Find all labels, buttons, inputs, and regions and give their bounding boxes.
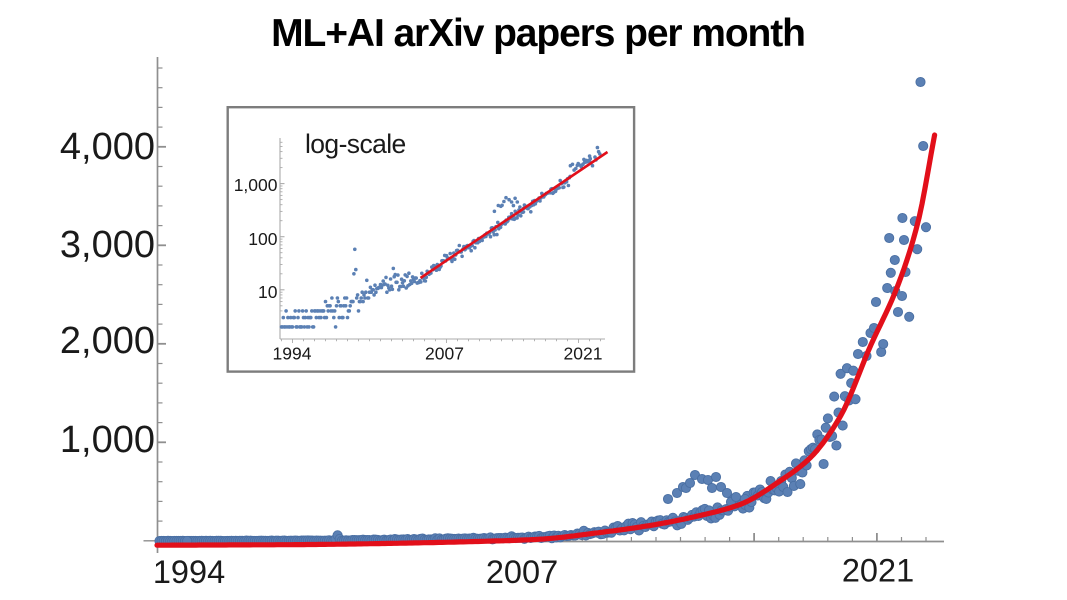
svg-text:ML+AI arXiv papers per month: ML+AI arXiv papers per month <box>271 12 805 55</box>
svg-text:100: 100 <box>248 229 277 249</box>
svg-text:10: 10 <box>258 282 278 302</box>
svg-text:1,000: 1,000 <box>234 175 278 195</box>
svg-text:1,000: 1,000 <box>60 419 155 461</box>
svg-text:1994: 1994 <box>153 554 225 590</box>
svg-text:1994: 1994 <box>273 344 312 364</box>
svg-text:3,000: 3,000 <box>60 224 155 266</box>
svg-text:2,000: 2,000 <box>60 320 155 362</box>
svg-text:2007: 2007 <box>486 554 558 590</box>
svg-text:2007: 2007 <box>425 344 464 364</box>
svg-text:2021: 2021 <box>564 344 603 364</box>
svg-text:4,000: 4,000 <box>60 126 155 168</box>
svg-text:2021: 2021 <box>842 553 914 589</box>
svg-text:log-scale: log-scale <box>305 129 406 159</box>
